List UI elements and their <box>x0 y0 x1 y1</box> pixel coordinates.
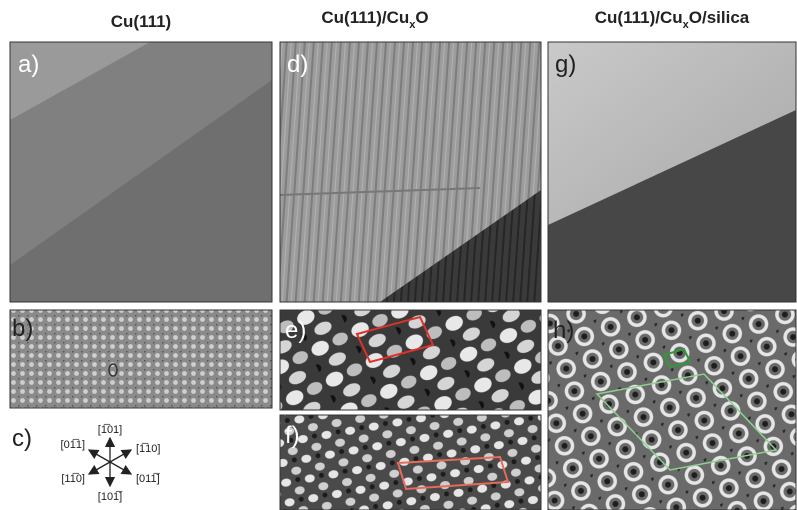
stm-image <box>280 42 541 302</box>
stm-image <box>10 310 272 408</box>
stm-image <box>280 310 541 410</box>
direction-label: [1̅01] <box>98 424 122 436</box>
figure: Cu(111) Cu(111)/CuxO Cu(111)/CuxO/silica… <box>0 0 797 510</box>
direction-label: [101̅] <box>98 491 123 503</box>
direction-label: [011̅] <box>136 473 161 485</box>
panel-label: g) <box>555 51 576 78</box>
title-text: Cu(111)/Cu <box>321 8 409 27</box>
column-title: Cu(111)/CuxO <box>321 8 428 31</box>
title-text: Cu(111)/Cu <box>595 8 683 27</box>
direction-arrows <box>89 438 131 486</box>
stm-image <box>10 42 272 302</box>
direction-label: [1̅10] <box>136 443 160 455</box>
panel-label: h) <box>553 317 574 344</box>
stm-image <box>548 42 796 302</box>
panel-label: d) <box>287 51 308 78</box>
direction-label: [11̅0] <box>61 473 85 485</box>
panel-label: f) <box>285 422 300 449</box>
direction-label: [01̅1] <box>61 439 85 451</box>
panel-label: e) <box>285 317 306 344</box>
column-title: Cu(111) <box>111 12 171 31</box>
title-suffix: O <box>415 8 428 27</box>
stm-image <box>548 310 796 510</box>
panel-label: a) <box>18 51 39 78</box>
column-title: Cu(111)/CuxO/silica <box>595 8 750 31</box>
panel-label: b) <box>12 315 33 342</box>
title-suffix: O/silica <box>689 8 750 27</box>
panel-label: c) <box>12 425 32 452</box>
